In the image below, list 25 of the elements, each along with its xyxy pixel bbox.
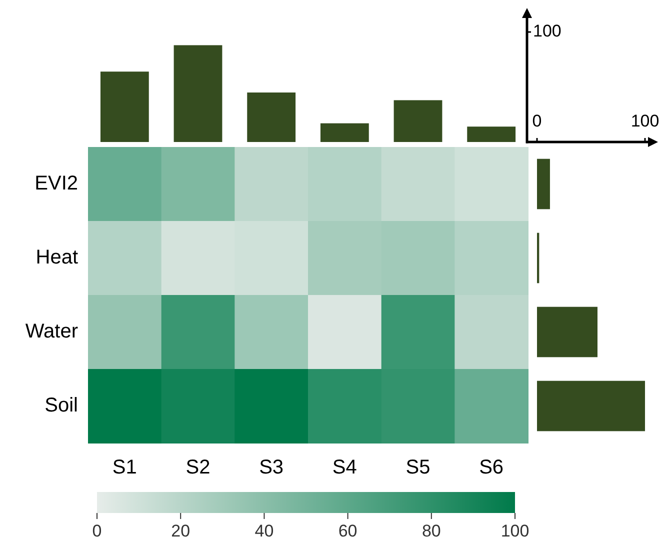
y-tick-label: EVI2 bbox=[34, 172, 78, 194]
color-bar-label: 40 bbox=[254, 521, 274, 540]
y-tick-label: Soil bbox=[44, 394, 78, 416]
x-tick-label: S4 bbox=[332, 456, 357, 478]
y-tick-label: Heat bbox=[36, 246, 78, 268]
bar bbox=[247, 92, 296, 142]
x-tick-label: S3 bbox=[259, 456, 284, 478]
color-bar-label: 80 bbox=[422, 521, 441, 540]
x-tick-label: S1 bbox=[112, 456, 137, 478]
x-tick-label: S5 bbox=[406, 456, 430, 478]
bar bbox=[394, 100, 442, 142]
bar bbox=[537, 380, 645, 432]
bar bbox=[100, 72, 149, 142]
color-bar-label: 20 bbox=[171, 521, 190, 540]
x-tick-label: S2 bbox=[186, 456, 210, 478]
color-bar-label: 100 bbox=[500, 521, 530, 540]
color-bar-label: 0 bbox=[92, 521, 102, 540]
bar bbox=[537, 306, 598, 358]
x-tick-label: S6 bbox=[479, 456, 504, 478]
y-tick-label: Water bbox=[25, 320, 78, 342]
bar bbox=[537, 158, 550, 210]
bar bbox=[467, 126, 516, 142]
color-bar-label: 60 bbox=[338, 521, 358, 540]
bar bbox=[174, 45, 222, 142]
bar bbox=[320, 123, 369, 142]
